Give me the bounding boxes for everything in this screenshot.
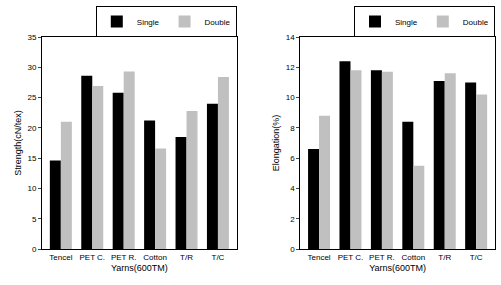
svg-text:Single: Single: [137, 18, 160, 27]
svg-text:Double: Double: [205, 18, 231, 27]
svg-text:35: 35: [27, 33, 36, 42]
svg-text:Double: Double: [463, 18, 489, 27]
svg-text:PET R.: PET R.: [111, 253, 137, 262]
svg-text:Tencel: Tencel: [307, 253, 330, 262]
svg-text:T/C: T/C: [211, 253, 224, 262]
svg-text:PET C.: PET C.: [338, 253, 364, 262]
svg-text:25: 25: [27, 93, 36, 102]
svg-text:Strength(cN/tex): Strength(cN/tex): [13, 110, 23, 176]
svg-text:PET R.: PET R.: [369, 253, 395, 262]
svg-text:10: 10: [286, 93, 295, 102]
svg-text:Elongation(%): Elongation(%): [271, 115, 281, 172]
svg-text:4: 4: [290, 184, 295, 193]
svg-text:PET C.: PET C.: [79, 253, 105, 262]
svg-text:5: 5: [32, 215, 37, 224]
svg-text:T/R: T/R: [438, 253, 451, 262]
svg-text:14: 14: [286, 33, 295, 42]
svg-text:12: 12: [286, 63, 295, 72]
svg-text:Cotton: Cotton: [143, 253, 167, 262]
svg-text:20: 20: [27, 124, 36, 133]
svg-text:8: 8: [290, 124, 295, 133]
svg-text:0: 0: [32, 245, 37, 254]
svg-text:0: 0: [290, 245, 295, 254]
svg-text:Cotton: Cotton: [402, 253, 426, 262]
svg-text:15: 15: [27, 154, 36, 163]
svg-text:T/C: T/C: [470, 253, 483, 262]
svg-text:6: 6: [290, 154, 295, 163]
svg-text:30: 30: [27, 63, 36, 72]
svg-text:2: 2: [290, 215, 295, 224]
svg-text:Single: Single: [395, 18, 418, 27]
svg-text:Tencel: Tencel: [49, 253, 72, 262]
svg-text:Yarns(600TM): Yarns(600TM): [369, 263, 426, 273]
svg-text:Yarns(600TM): Yarns(600TM): [111, 263, 168, 273]
svg-text:T/R: T/R: [180, 253, 193, 262]
svg-text:10: 10: [27, 184, 36, 193]
